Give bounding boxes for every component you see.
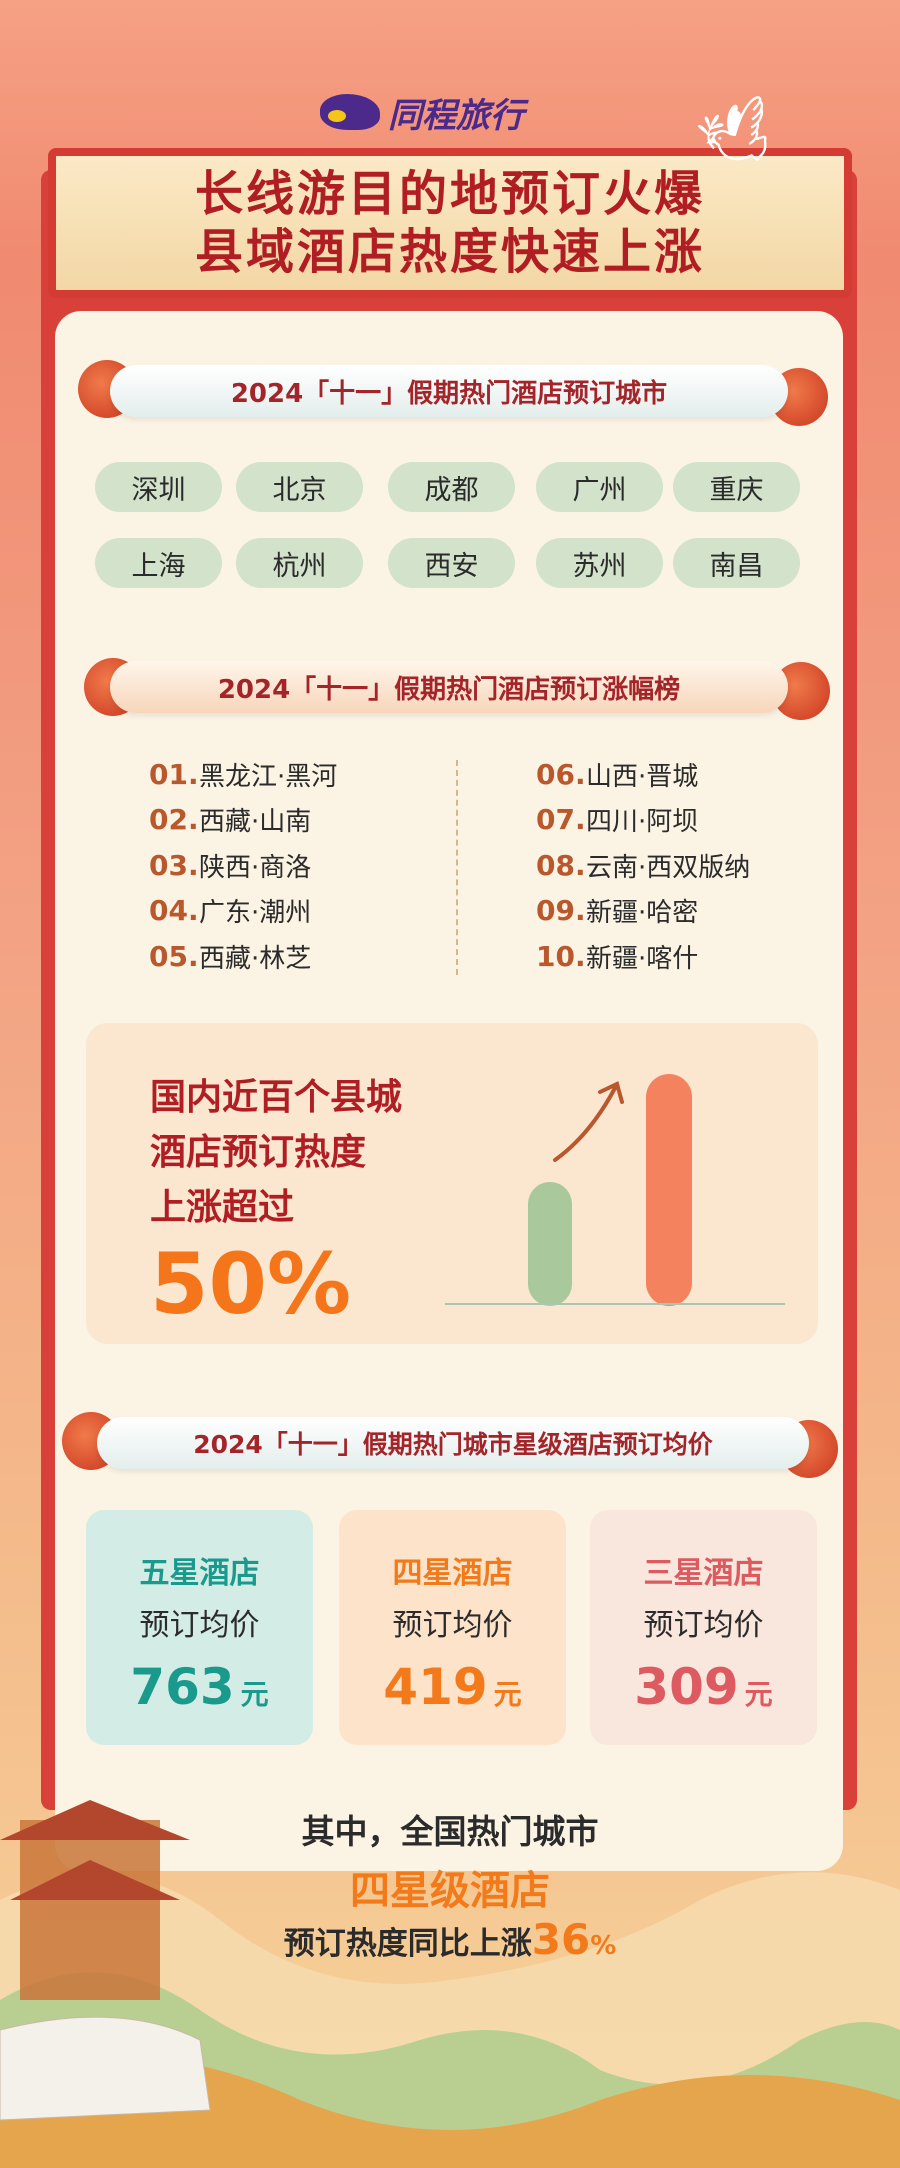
ranking-divider [456, 760, 458, 975]
price-card-title: 五星酒店 [139, 1556, 260, 1591]
city-pill: 杭州 [236, 538, 363, 588]
pagoda [20, 1820, 160, 2000]
price-card-title: 三星酒店 [643, 1556, 764, 1591]
city-pill: 上海 [95, 538, 222, 588]
ranking-item: 07. 四川·阿坝 [536, 800, 698, 840]
price-unit: 元 [493, 1678, 522, 1711]
city-pill: 苏州 [536, 538, 663, 588]
stat-line-2: 酒店预订热度 [150, 1132, 367, 1173]
brand-logo: 同程旅行 [320, 90, 524, 136]
ranking-item: 10. 新疆·喀什 [536, 936, 698, 976]
ranking-item: 05. 西藏·林芝 [149, 936, 311, 976]
ranking-item: 02. 西藏·山南 [149, 800, 311, 840]
ranking-item: 09. 新疆·哈密 [536, 891, 698, 931]
price-amount: 419 [383, 1658, 488, 1716]
ranking-place: 四川·阿坝 [586, 807, 699, 837]
ranking-number: 10. [536, 939, 586, 973]
price-unit: 元 [240, 1678, 269, 1711]
price-card-title: 四星酒店 [392, 1556, 513, 1591]
price-card: 五星酒店预订均价 763 元 [86, 1510, 313, 1745]
footer-line-1: 其中，全国热门城市 [301, 1812, 599, 1851]
arrow-up-icon [553, 1081, 624, 1162]
ranking-place: 广东·潮州 [199, 898, 312, 928]
ranking-place: 云南·西双版纳 [586, 852, 751, 883]
ranking-place: 陕西·商洛 [199, 852, 312, 883]
train [0, 2016, 211, 2121]
city-pill: 重庆 [673, 462, 800, 512]
price-unit: 元 [744, 1678, 773, 1711]
section-title-cities: 2024「十一」假期热门酒店预订城市 [110, 365, 788, 417]
ranking-place: 西藏·林芝 [199, 943, 312, 974]
ranking-place: 新疆·喀什 [586, 943, 699, 974]
stat-line-1: 国内近百个县城 [150, 1077, 403, 1118]
price-card-value: 763 元 [130, 1658, 268, 1716]
price-amount: 309 [634, 1658, 739, 1716]
headline-line-2: 县域酒店热度快速上涨 [194, 224, 705, 280]
ranking-item: 08. 云南·西双版纳 [536, 845, 750, 885]
ranking-place: 山西·晋城 [586, 761, 699, 792]
price-card-value: 309 元 [634, 1658, 772, 1716]
footer-percent-unit: % [590, 1931, 617, 1961]
brand-logo-icon [320, 94, 380, 130]
stat-value: 50% [150, 1235, 352, 1333]
footer-line-3: 预订热度同比上涨36% [0, 1915, 900, 1964]
city-pill: 南昌 [673, 538, 800, 588]
ranking-number: 02. [149, 803, 199, 836]
price-card: 四星酒店预订均价 419 元 [339, 1510, 566, 1745]
footer-line-2: 四星级酒店 [350, 1868, 550, 1914]
ranking-place: 西藏·山南 [199, 807, 312, 837]
city-pill: 西安 [388, 538, 515, 588]
ranking-item: 01. 黑龙江·黑河 [149, 754, 337, 794]
ranking-number: 06. [536, 757, 586, 791]
ranking-item: 06. 山西·晋城 [536, 754, 698, 794]
ranking-number: 07. [536, 803, 586, 836]
city-pill: 深圳 [95, 462, 222, 512]
stat-text: 国内近百个县城 酒店预订热度 上涨超过 50% [150, 1070, 402, 1333]
headline-banner: 长线游目的地预订火爆 县域酒店热度快速上涨 [48, 148, 852, 298]
scenery-illustration [0, 1800, 900, 2168]
price-card-subtitle: 预订均价 [139, 1608, 260, 1643]
stat-box [86, 1023, 818, 1344]
ranking-place: 新疆·哈密 [586, 898, 699, 928]
ranking-item: 03. 陕西·商洛 [149, 845, 311, 885]
price-card: 三星酒店预订均价 309 元 [590, 1510, 817, 1745]
price-card-value: 419 元 [383, 1658, 521, 1716]
ranking-number: 05. [149, 939, 199, 973]
price-card-subtitle: 预订均价 [643, 1608, 764, 1643]
ranking-number: 04. [149, 894, 199, 927]
price-amount: 763 [130, 1658, 235, 1716]
bar-before [528, 1182, 572, 1306]
city-pill: 广州 [536, 462, 663, 512]
footer-line-3-text: 预订热度同比上涨 [283, 1926, 532, 1962]
stat-line-3: 上涨超过 [150, 1187, 295, 1228]
city-pill: 北京 [236, 462, 363, 512]
ranking-item: 04. 广东·潮州 [149, 891, 311, 931]
price-card-subtitle: 预订均价 [392, 1608, 513, 1643]
footer-percent-value: 36 [531, 1915, 591, 1964]
section-title-prices: 2024「十一」假期热门城市星级酒店预订均价 [97, 1417, 809, 1469]
section-title-ranking: 2024「十一」假期热门酒店预订涨幅榜 [110, 661, 788, 713]
ranking-number: 03. [149, 848, 199, 882]
ranking-number: 08. [536, 848, 586, 882]
ranking-number: 01. [149, 757, 199, 791]
bar-after [646, 1074, 692, 1306]
ranking-number: 09. [536, 894, 586, 927]
growth-chart [445, 1074, 785, 1306]
brand-name: 同程旅行 [388, 95, 524, 136]
city-pill: 成都 [388, 462, 515, 512]
ranking-place: 黑龙江·黑河 [199, 761, 338, 792]
headline-line-1: 长线游目的地预订火爆 [194, 166, 705, 222]
